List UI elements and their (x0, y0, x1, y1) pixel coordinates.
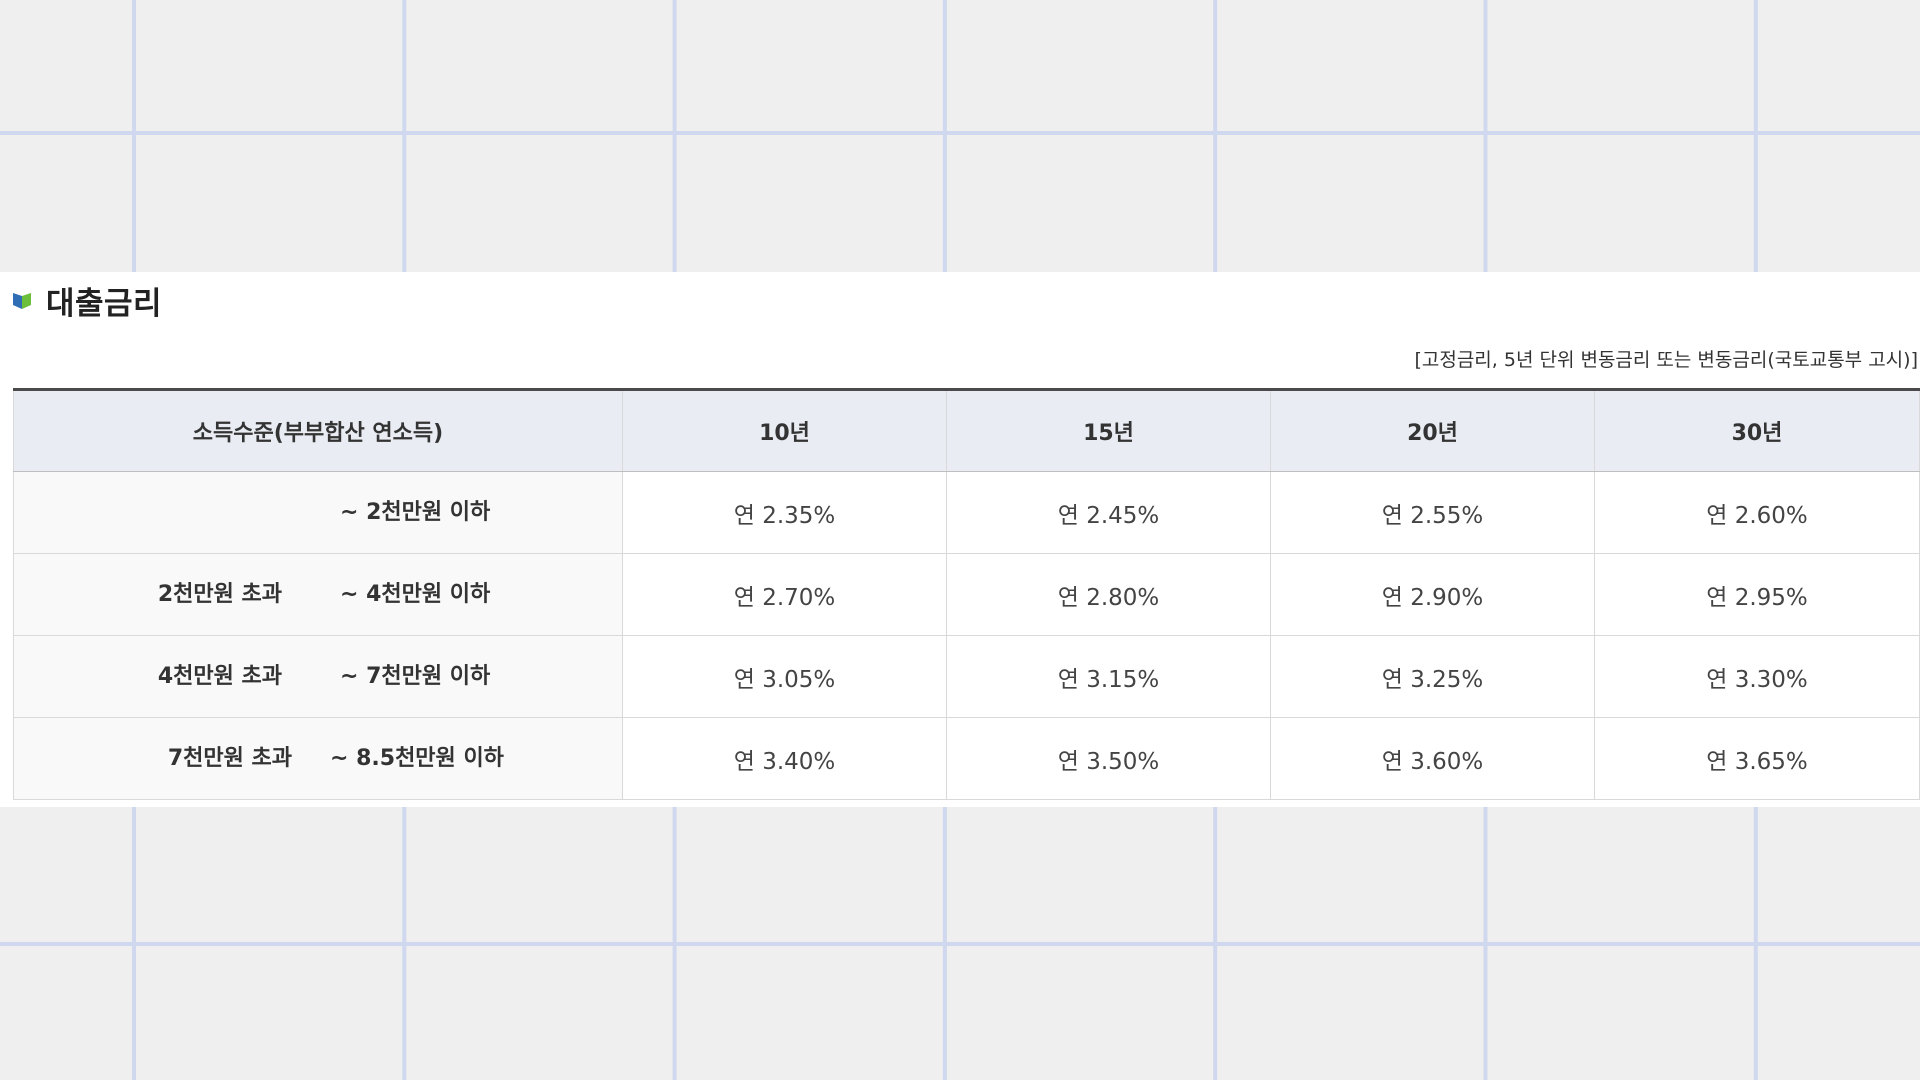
rate-cell-10y: 연 3.40% (622, 717, 947, 800)
income-upper-bound: ~ 7천만원 이하 (340, 664, 491, 689)
book-icon (12, 290, 32, 310)
column-header-10y: 10년 (622, 389, 947, 472)
income-upper-bound: ~ 4천만원 이하 (340, 582, 491, 607)
column-header-20y: 20년 (1270, 389, 1595, 472)
rate-cell-15y: 연 2.45% (946, 471, 1271, 554)
rate-cell-30y: 연 3.65% (1594, 717, 1920, 800)
section-title: 대출금리 (46, 285, 163, 322)
loan-rate-panel: 대출금리 [고정금리, 5년 단위 변동금리 또는 변동금리(국토교통부 고시)… (0, 272, 1920, 807)
income-upper-bound: ~ 8.5천만원 이하 (330, 746, 504, 771)
income-lower-bound: 4천만원 초과 (157, 664, 282, 689)
loan-rate-table: 소득수준(부부합산 연소득) 10년 15년 20년 30년 ~ 2천만원 이하… (13, 388, 1920, 800)
rate-cell-15y: 연 2.80% (946, 553, 1271, 636)
rate-cell-10y: 연 2.70% (622, 553, 947, 636)
column-header-30y: 30년 (1594, 389, 1920, 472)
table-header-row: 소득수준(부부합산 연소득) 10년 15년 20년 30년 (13, 389, 1920, 472)
rate-cell-10y: 연 2.35% (622, 471, 947, 554)
section-header: 대출금리 (12, 280, 163, 322)
rate-type-note: [고정금리, 5년 단위 변동금리 또는 변동금리(국토교통부 고시)] (1414, 349, 1918, 371)
rate-cell-30y: 연 2.95% (1594, 553, 1920, 636)
income-upper-bound: ~ 2천만원 이하 (340, 500, 491, 525)
rate-cell-20y: 연 3.25% (1270, 635, 1595, 718)
income-range-cell: 4천만원 초과 ~ 7천만원 이하 (13, 635, 623, 718)
table-row: 2천만원 초과 ~ 4천만원 이하 연 2.70% 연 2.80% 연 2.90… (13, 553, 1920, 636)
rate-cell-10y: 연 3.05% (622, 635, 947, 718)
column-header-15y: 15년 (946, 389, 1271, 472)
rate-cell-15y: 연 3.50% (946, 717, 1271, 800)
income-lower-bound: 2천만원 초과 (157, 582, 282, 607)
income-range-cell: ~ 2천만원 이하 (13, 471, 623, 554)
table-row: ~ 2천만원 이하 연 2.35% 연 2.45% 연 2.55% 연 2.60… (13, 471, 1920, 554)
rate-cell-30y: 연 3.30% (1594, 635, 1920, 718)
income-lower-bound: 7천만원 초과 (167, 746, 292, 771)
rate-cell-20y: 연 2.90% (1270, 553, 1595, 636)
column-header-income: 소득수준(부부합산 연소득) (13, 389, 623, 472)
rate-cell-20y: 연 3.60% (1270, 717, 1595, 800)
table-row: 4천만원 초과 ~ 7천만원 이하 연 3.05% 연 3.15% 연 3.25… (13, 635, 1920, 718)
table-row: 7천만원 초과 ~ 8.5천만원 이하 연 3.40% 연 3.50% 연 3.… (13, 717, 1920, 800)
rate-cell-15y: 연 3.15% (946, 635, 1271, 718)
rate-cell-20y: 연 2.55% (1270, 471, 1595, 554)
income-range-cell: 2천만원 초과 ~ 4천만원 이하 (13, 553, 623, 636)
rate-cell-30y: 연 2.60% (1594, 471, 1920, 554)
income-range-cell: 7천만원 초과 ~ 8.5천만원 이하 (13, 717, 623, 800)
